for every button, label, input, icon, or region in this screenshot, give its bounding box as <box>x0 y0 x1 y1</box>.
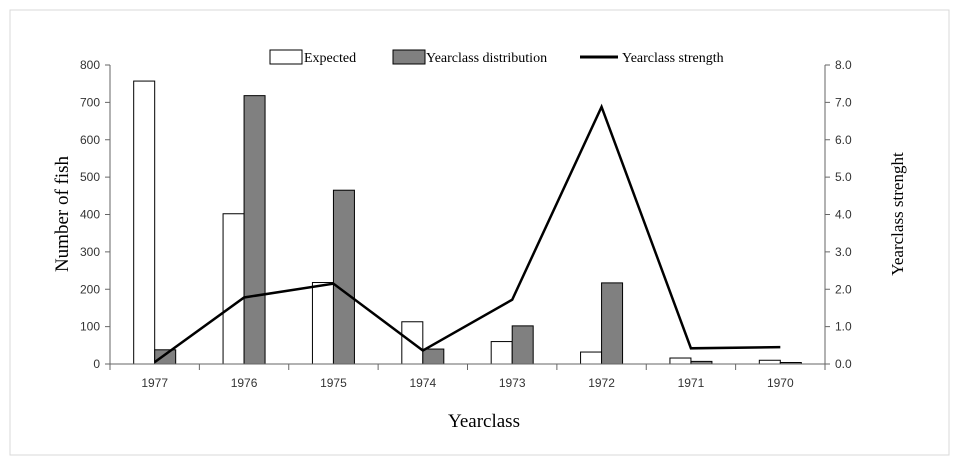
y-tick-label: 400 <box>80 208 100 222</box>
x-tick-label: 1973 <box>499 376 526 390</box>
bar-expected <box>133 80 156 365</box>
y2-tick-label: 4.0 <box>835 208 852 222</box>
y2-tick-label: 3.0 <box>835 245 852 259</box>
bar-expected <box>490 341 513 365</box>
x-tick-label: 1972 <box>588 376 615 390</box>
x-tick-label: 1975 <box>320 376 347 390</box>
y-tick-label: 0 <box>93 357 100 371</box>
chart-border <box>9 9 950 456</box>
bar-yearclass-distribution <box>511 325 534 365</box>
y-tick-label: 300 <box>80 245 100 259</box>
bar-yearclass-distribution <box>243 95 266 365</box>
bar-expected <box>758 359 781 365</box>
y-tick-label: 200 <box>80 282 100 296</box>
bar-yearclass-distribution <box>332 189 355 365</box>
legend-label-yearclass-strength: Yearclass strength <box>622 51 724 66</box>
bar-expected <box>669 357 692 365</box>
bar-expected <box>580 351 603 365</box>
x-tick-label: 1971 <box>678 376 705 390</box>
y-tick-label: 500 <box>80 170 100 184</box>
y2-axis-title: Yearclass strenght <box>888 152 907 276</box>
y-tick-label: 700 <box>80 95 100 109</box>
x-tick-label: 1977 <box>141 376 168 390</box>
bar-expected <box>311 282 334 365</box>
x-axis-title: Yearclass <box>448 411 520 432</box>
bar-yearclass-distribution <box>422 348 445 365</box>
bar-expected <box>222 213 245 365</box>
x-tick-label: 1976 <box>231 376 258 390</box>
legend-label-expected: Expected <box>304 51 356 66</box>
legend-label-yearclass-distribution: Yearclass distribution <box>426 51 547 66</box>
y2-tick-label: 2.0 <box>835 282 852 296</box>
y2-tick-label: 5.0 <box>835 170 852 184</box>
bar-yearclass-distribution <box>154 349 177 365</box>
x-tick-label: 1974 <box>409 376 436 390</box>
y2-tick-label: 0.0 <box>835 357 852 371</box>
y-tick-label: 800 <box>80 58 100 72</box>
legend-swatch-expected <box>269 49 303 65</box>
line-yearclass-strength <box>153 103 781 364</box>
y2-tick-label: 7.0 <box>835 95 852 109</box>
y2-tick-label: 8.0 <box>835 58 852 72</box>
y-tick-label: 600 <box>80 133 100 147</box>
y-axis-title: Number of fish <box>52 155 73 272</box>
bar-yearclass-distribution <box>601 282 624 365</box>
legend-swatch-yearclass-distribution <box>392 49 426 65</box>
x-tick-label: 1970 <box>767 376 794 390</box>
y-tick-label: 100 <box>80 320 100 334</box>
y2-tick-label: 1.0 <box>835 320 852 334</box>
y2-tick-label: 6.0 <box>835 133 852 147</box>
